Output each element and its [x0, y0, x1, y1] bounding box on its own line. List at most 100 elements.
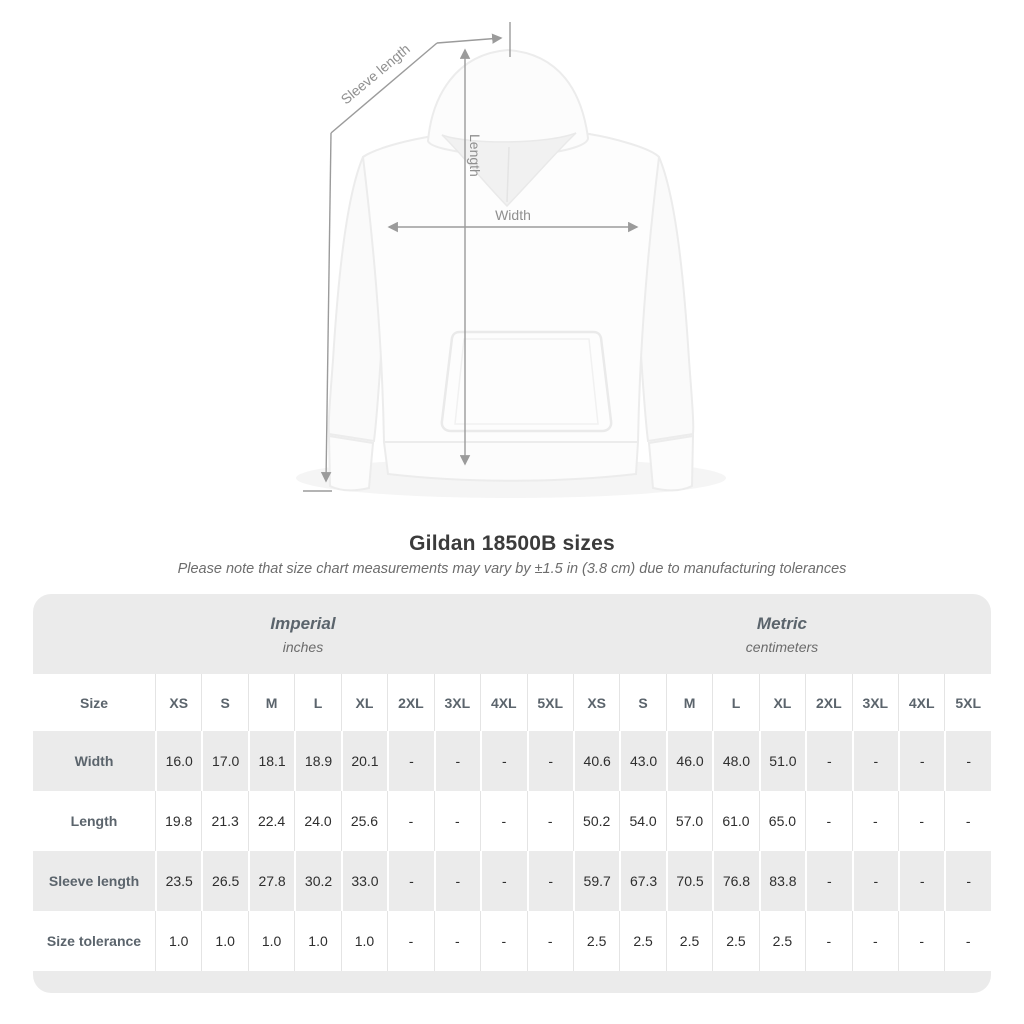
value-cell-imperial: 18.1	[247, 731, 295, 791]
value-cell-metric: 70.5	[665, 851, 713, 911]
value-cell-imperial: -	[433, 791, 481, 851]
value-cell-metric: -	[851, 731, 898, 791]
value-cell-metric: 50.2	[572, 791, 620, 851]
value-cell-imperial: 23.5	[155, 851, 202, 911]
hoodie-hem-band	[382, 441, 640, 482]
value-cell-imperial: 17.0	[201, 731, 248, 791]
size-header-label: Size	[33, 674, 155, 731]
hoodie-illustration: Sleeve length Length Width	[303, 22, 695, 492]
size-header-row: Size XS S M L XL 2XL 3XL 4XL 5XL XS S M L XL 2XL 3XL 4XL 5…	[33, 674, 991, 731]
value-cell-metric: 51.0	[758, 731, 806, 791]
unit-section-row: Imperial inches Metric centimeters	[33, 594, 991, 674]
value-cell-imperial: 21.3	[201, 791, 248, 851]
hoodie-pocket-stitch	[454, 338, 599, 425]
value-cell-metric: -	[944, 731, 991, 791]
size-header-metric-s: S	[619, 674, 666, 731]
size-header-imperial-s: S	[201, 674, 248, 731]
size-table: Imperial inches Metric centimeters Size X…	[33, 594, 991, 993]
size-header-imperial-l: L	[294, 674, 341, 731]
value-cell-imperial: 1.0	[155, 911, 202, 971]
imperial-title: Imperial	[270, 613, 336, 633]
value-cell-imperial: 18.9	[294, 731, 341, 791]
value-cell-metric: -	[805, 791, 852, 851]
size-header-metric-3xl: 3XL	[851, 674, 898, 731]
size-header-metric-4xl: 4XL	[898, 674, 945, 731]
value-cell-metric: 2.5	[712, 911, 759, 971]
value-cell-imperial: -	[480, 851, 527, 911]
size-header-imperial-3xl: 3XL	[433, 674, 481, 731]
measurement-row-width: Width 16.0 17.0 18.1 18.9 20.1- - - -40.6 43.0 46.…	[33, 731, 991, 791]
value-cell-metric: -	[898, 851, 945, 911]
value-cell-metric: 83.8	[758, 851, 806, 911]
hoodie-left-cuff	[327, 434, 375, 492]
measurement-label: Sleeve length	[33, 851, 155, 911]
value-cell-imperial: -	[480, 911, 527, 971]
size-header-metric-5xl: 5XL	[944, 674, 991, 731]
value-cell-imperial: 24.0	[294, 791, 341, 851]
value-cell-imperial: -	[387, 731, 434, 791]
hoodie-right-cuff	[647, 434, 695, 492]
value-cell-imperial: 19.8	[155, 791, 202, 851]
measurement-arrows	[303, 22, 639, 492]
table-footer-row	[33, 971, 991, 993]
value-cell-imperial: 27.8	[247, 851, 295, 911]
hoodie-measurement-diagram: Sleeve length Length Width	[303, 22, 695, 492]
value-cell-imperial: -	[526, 731, 573, 791]
value-cell-imperial: -	[387, 911, 434, 971]
value-cell-imperial: 25.6	[340, 791, 388, 851]
page-title: Gildan 18500B sizes	[409, 532, 615, 555]
value-cell-metric: -	[851, 851, 898, 911]
value-cell-metric: -	[898, 911, 945, 971]
value-cell-imperial: -	[480, 791, 527, 851]
size-header-imperial-4xl: 4XL	[480, 674, 527, 731]
value-cell-imperial: 1.0	[340, 911, 388, 971]
value-cell-imperial: 1.0	[294, 911, 341, 971]
metric-title: Metric	[756, 613, 807, 633]
value-cell-imperial: 22.4	[247, 791, 295, 851]
value-cell-metric: 76.8	[712, 851, 759, 911]
value-cell-imperial: -	[387, 791, 434, 851]
value-cell-metric: -	[851, 791, 898, 851]
value-cell-imperial: 20.1	[340, 731, 388, 791]
sleeve-length-horizontal-arrow	[436, 33, 503, 44]
value-cell-metric: 65.0	[758, 791, 806, 851]
value-cell-imperial: 1.0	[247, 911, 295, 971]
value-cell-metric: -	[944, 851, 991, 911]
value-cell-metric: 2.5	[619, 911, 666, 971]
value-cell-metric: 2.5	[665, 911, 713, 971]
hoodie-pocket	[440, 330, 613, 433]
value-cell-imperial: -	[433, 911, 481, 971]
size-header-imperial-xs: XS	[155, 674, 202, 731]
value-cell-imperial: -	[526, 911, 573, 971]
value-cell-metric: -	[805, 851, 852, 911]
value-cell-metric: 59.7	[572, 851, 620, 911]
measurement-label: Width	[33, 731, 155, 791]
value-cell-imperial: -	[433, 731, 481, 791]
measurement-label: Length	[33, 791, 155, 851]
value-cell-metric: 48.0	[712, 731, 759, 791]
size-header-imperial-m: M	[247, 674, 295, 731]
value-cell-metric: 57.0	[665, 791, 713, 851]
value-cell-metric: 2.5	[758, 911, 806, 971]
imperial-unit: inches	[282, 638, 324, 655]
value-cell-metric: 40.6	[572, 731, 620, 791]
metric-unit: centimeters	[745, 638, 819, 655]
value-cell-imperial: -	[526, 791, 573, 851]
hoodie-hood-opening	[441, 132, 577, 208]
width-label: Width	[495, 207, 531, 223]
value-cell-metric: -	[944, 911, 991, 971]
size-header-metric-xl: XL	[758, 674, 806, 731]
value-cell-metric: 46.0	[665, 731, 713, 791]
section-imperial: Imperial inches	[33, 594, 573, 674]
value-cell-metric: 43.0	[619, 731, 666, 791]
table-footer-band	[33, 971, 991, 993]
sleeve-length-vertical-arrow	[320, 132, 332, 483]
value-cell-metric: 61.0	[712, 791, 759, 851]
section-metric: Metric centimeters	[572, 594, 991, 674]
value-cell-metric: 54.0	[619, 791, 666, 851]
value-cell-metric: -	[898, 791, 945, 851]
length-label: Length	[467, 134, 483, 177]
value-cell-metric: -	[805, 731, 852, 791]
value-cell-metric: -	[805, 911, 852, 971]
value-cell-imperial: -	[433, 851, 481, 911]
